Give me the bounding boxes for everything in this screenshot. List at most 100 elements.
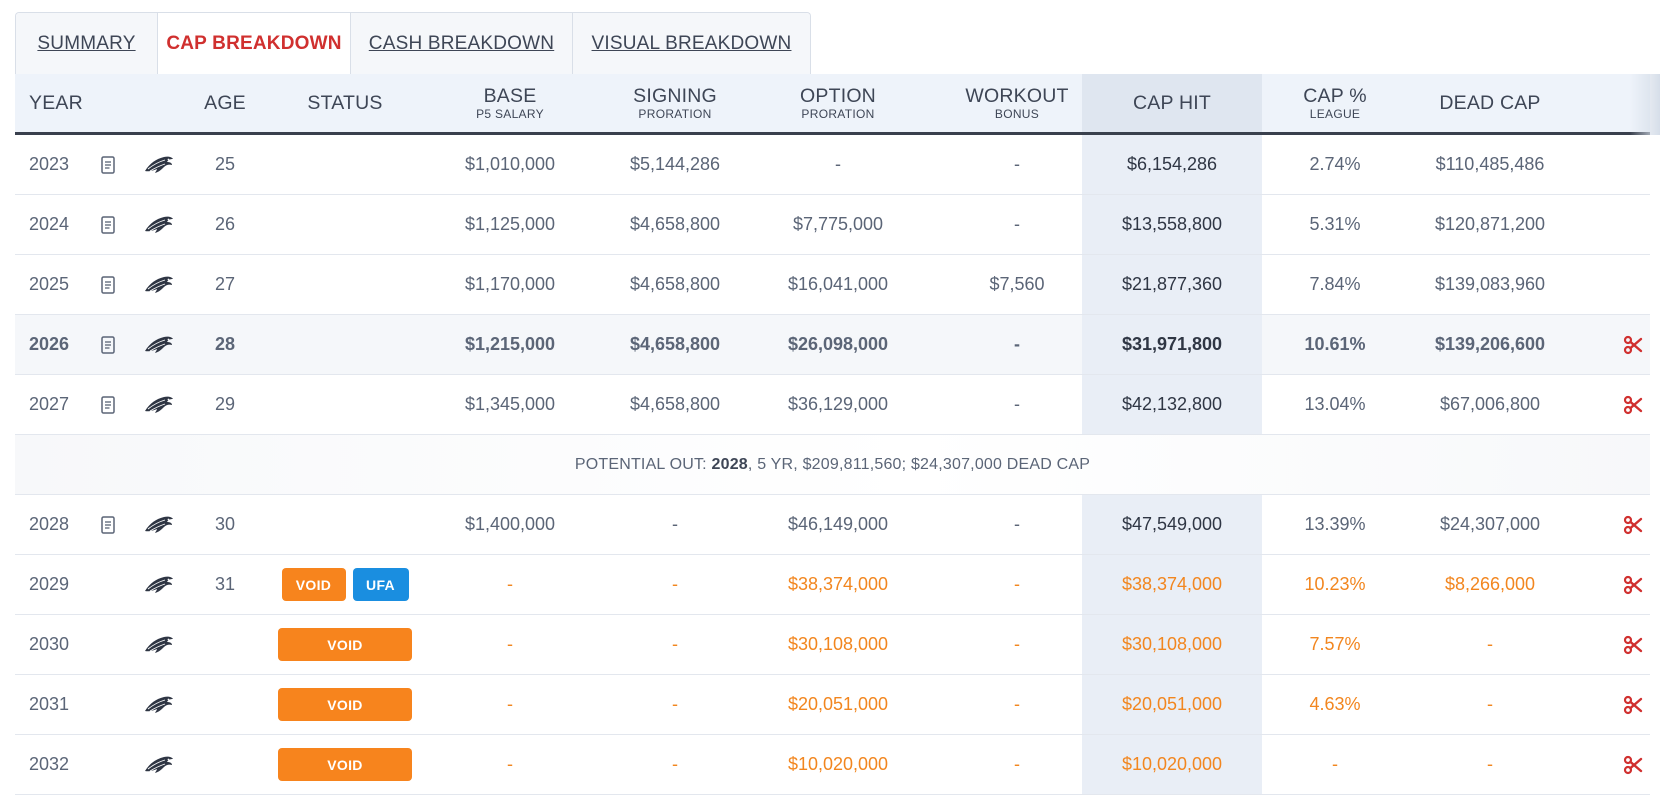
- option-proration-cell: $7,775,000: [792, 214, 884, 234]
- void-badge: VOID: [278, 748, 412, 781]
- workout-bonus-cell: -: [1014, 754, 1020, 774]
- base-salary-cell: $1,170,000: [464, 274, 556, 294]
- cap-hit-cell-bg: [1082, 135, 1262, 194]
- tab-visual-breakdown[interactable]: VISUAL BREAKDOWN: [573, 13, 810, 74]
- cap-hit-cell-bg: [1082, 555, 1262, 614]
- cap-hit-header-bg: [1082, 74, 1262, 132]
- header-signing[interactable]: SIGNING PRORATION: [585, 74, 765, 132]
- option-proration-cell: $10,020,000: [787, 754, 889, 774]
- header-base[interactable]: BASE P5 SALARY: [420, 74, 600, 132]
- table-row: 2031 VOID - - $20,051,000 - $20,051,000 4.63% -: [15, 675, 1650, 735]
- dead-cap-cell: -: [1487, 694, 1493, 714]
- signing-proration-cell: $4,658,800: [629, 394, 721, 414]
- dead-cap-cell: $139,206,600: [1434, 334, 1546, 354]
- header-option[interactable]: OPTION PRORATION: [743, 74, 933, 132]
- table-row: 2026 28 $1,215,000 $4,658,800 $26,098,000 - $3…: [15, 315, 1650, 375]
- eagles-logo-icon: [140, 735, 178, 794]
- eagles-logo-icon: [140, 255, 178, 314]
- cap-pct-cell: 7.84%: [1309, 274, 1361, 294]
- scissors-icon[interactable]: [1618, 375, 1648, 434]
- workout-bonus-cell: -: [1014, 634, 1020, 654]
- header-status[interactable]: STATUS: [273, 74, 417, 132]
- scissors-icon[interactable]: [1618, 495, 1648, 554]
- eagles-logo-icon: [140, 555, 178, 614]
- header-dead-cap-label: DEAD CAP: [1439, 91, 1541, 114]
- eagles-logo-icon: [140, 375, 178, 434]
- header-base-label: BASE: [483, 84, 537, 107]
- option-proration-cell: $30,108,000: [787, 634, 889, 654]
- eagles-logo-icon: [140, 135, 178, 194]
- document-icon[interactable]: [97, 495, 119, 554]
- dead-cap-cell: $110,485,486: [1435, 154, 1545, 174]
- scissors-icon[interactable]: [1618, 735, 1648, 794]
- tab-cap-breakdown[interactable]: CAP BREAKDOWN: [158, 13, 351, 75]
- tab-cash-breakdown[interactable]: CASH BREAKDOWN: [351, 13, 573, 74]
- header-cap-pct-sublabel: LEAGUE: [1309, 106, 1361, 121]
- base-salary-cell: $1,345,000: [464, 394, 556, 414]
- year-cell: 2031: [29, 694, 70, 714]
- document-icon[interactable]: [97, 135, 119, 194]
- year-cell: 2023: [29, 154, 70, 174]
- base-salary-cell: -: [507, 754, 513, 774]
- header-year[interactable]: YEAR: [29, 74, 89, 132]
- scissors-icon[interactable]: [1618, 555, 1648, 614]
- year-cell: 2026: [29, 334, 70, 354]
- age-cell: 25: [214, 154, 236, 174]
- header-age[interactable]: AGE: [195, 74, 255, 132]
- document-icon[interactable]: [97, 195, 119, 254]
- dead-cap-cell: $24,307,000: [1439, 514, 1541, 534]
- cap-hit-cell: $13,558,800: [1121, 214, 1223, 234]
- age-cell: 27: [214, 274, 236, 294]
- workout-bonus-cell: -: [1014, 694, 1020, 714]
- signing-proration-cell: -: [672, 754, 678, 774]
- table-body: 2023 25 $1,010,000 $5,144,286 - - $6,154,286 2.…: [15, 135, 1650, 795]
- eagles-logo-icon: [140, 615, 178, 674]
- potential-out-prefix: POTENTIAL OUT:: [574, 455, 707, 473]
- workout-bonus-cell: -: [1014, 214, 1020, 234]
- workout-bonus-cell: -: [1014, 394, 1020, 414]
- potential-out-row: POTENTIAL OUT: 2028, 5 YR, $209,811,560;…: [15, 435, 1650, 495]
- workout-bonus-cell: -: [1014, 154, 1020, 174]
- document-icon[interactable]: [97, 255, 119, 314]
- signing-proration-cell: $4,658,800: [629, 214, 721, 234]
- year-cell: 2028: [29, 514, 70, 534]
- scissors-icon[interactable]: [1618, 675, 1648, 734]
- void-badge: VOID: [278, 688, 412, 721]
- signing-proration-cell: $4,658,800: [629, 334, 721, 354]
- table-row: 2030 VOID - - $30,108,000 - $30,108,000 7.57% -: [15, 615, 1650, 675]
- cap-hit-cell: $10,020,000: [1121, 754, 1223, 774]
- scissors-icon[interactable]: [1618, 315, 1648, 374]
- cap-hit-cell: $42,132,800: [1121, 394, 1223, 414]
- header-workout[interactable]: WORKOUT BONUS: [927, 74, 1107, 132]
- cap-pct-cell: 13.39%: [1304, 514, 1366, 534]
- header-scroll-fade: [1630, 74, 1660, 135]
- header-option-sublabel: PRORATION: [801, 106, 875, 121]
- void-badge: VOID: [278, 628, 412, 661]
- cap-hit-cell: $30,108,000: [1121, 634, 1223, 654]
- potential-out-note: POTENTIAL OUT: 2028, 5 YR, $209,811,560;…: [15, 435, 1650, 494]
- option-proration-cell: $26,098,000: [787, 334, 889, 354]
- eagles-logo-icon: [140, 315, 178, 374]
- document-icon[interactable]: [97, 315, 119, 374]
- signing-proration-cell: -: [672, 574, 678, 594]
- table-row: 2032 VOID - - $10,020,000 - $10,020,000 - -: [15, 735, 1650, 795]
- document-icon[interactable]: [97, 375, 119, 434]
- signing-proration-cell: -: [672, 634, 678, 654]
- age-cell: 30: [214, 514, 236, 534]
- table-row: 2023 25 $1,010,000 $5,144,286 - - $6,154,286 2.…: [15, 135, 1650, 195]
- scissors-icon[interactable]: [1618, 615, 1648, 674]
- workout-bonus-cell: -: [1014, 574, 1020, 594]
- header-dead-cap[interactable]: DEAD CAP: [1400, 74, 1580, 132]
- table-row: 2024 26 $1,125,000 $4,658,800 $7,775,000 - $13…: [15, 195, 1650, 255]
- header-cap-hit[interactable]: CAP HIT: [1082, 74, 1262, 132]
- void-badge: VOID: [281, 568, 346, 601]
- cap-hit-cell-bg: [1082, 495, 1262, 554]
- signing-proration-cell: -: [672, 694, 678, 714]
- cap-hit-cell-bg: [1082, 735, 1262, 794]
- header-workout-sublabel: BONUS: [994, 106, 1040, 121]
- tab-summary[interactable]: SUMMARY: [16, 13, 158, 74]
- option-proration-cell: $36,129,000: [787, 394, 889, 414]
- dead-cap-cell: -: [1487, 754, 1493, 774]
- signing-proration-cell: $4,658,800: [629, 274, 721, 294]
- header-cap-pct[interactable]: CAP % LEAGUE: [1245, 74, 1425, 132]
